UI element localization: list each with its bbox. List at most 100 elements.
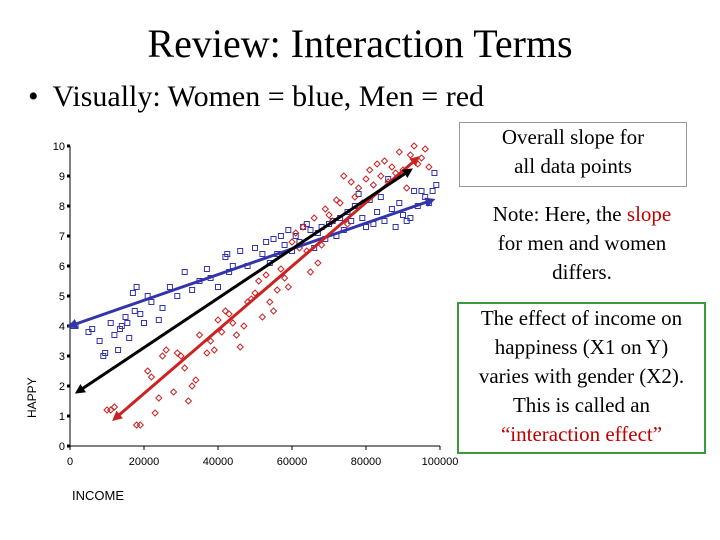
men-data-point <box>195 331 204 339</box>
women-data-point <box>277 233 284 239</box>
slope-note-highlight: slope <box>626 202 672 226</box>
women-data-point <box>189 287 196 293</box>
y-tick-label: 4 <box>59 321 65 333</box>
regression-lines <box>67 156 436 421</box>
men-data-point <box>188 382 196 390</box>
women-data-point <box>155 317 162 323</box>
y-ticks: 0 1 2 3 4 5 6 7 8 9 10 <box>53 141 70 453</box>
y-tick-label: 1 <box>59 411 65 423</box>
women-data-point <box>122 314 129 320</box>
men-data-point <box>136 421 145 429</box>
women-data-point <box>259 251 266 257</box>
y-tick-mark <box>67 294 70 298</box>
men-data-point <box>340 172 348 180</box>
men-data-point <box>210 346 219 354</box>
men-data-point <box>425 163 433 171</box>
women-data-point <box>392 224 399 230</box>
men-data-point <box>321 205 330 213</box>
women-data-point <box>270 236 277 242</box>
women-data-point <box>141 320 147 326</box>
bullet-text: Visually: Women = blue, Men = red <box>52 80 485 113</box>
women-data-point <box>433 182 440 188</box>
women-data-point <box>131 308 138 314</box>
bullet-marker: • <box>28 80 39 113</box>
men-data-point <box>306 268 315 276</box>
women-data-point <box>111 332 118 338</box>
men-data-point <box>421 145 429 153</box>
y-tick-label: 10 <box>53 141 65 153</box>
women-data-point <box>400 212 406 218</box>
women-data-point <box>422 194 429 200</box>
women-data-point <box>181 269 188 275</box>
men-data-point <box>155 394 163 402</box>
slope-note-line-2: for men and women <box>497 231 667 255</box>
y-tick-mark <box>67 324 70 328</box>
y-tick-label: 9 <box>59 171 65 183</box>
women-data-point <box>281 242 288 248</box>
overall-note-line-2: all data points <box>514 154 632 178</box>
women-data-point <box>307 227 314 233</box>
overall-note-line-1: Overall slope for <box>501 125 645 149</box>
men-data-point <box>192 376 200 384</box>
men-data-point <box>388 163 396 171</box>
men-data-point <box>288 238 296 246</box>
men-data-point <box>232 331 241 339</box>
women-data-point <box>285 227 292 233</box>
y-tick-mark <box>67 234 70 238</box>
women-data-point <box>418 188 425 194</box>
men-data-point <box>325 211 333 219</box>
women-data-point <box>133 284 140 290</box>
y-tick-mark <box>67 174 70 178</box>
men-data-point <box>414 160 422 168</box>
men-data-point <box>147 373 156 381</box>
y-tick-mark <box>67 264 70 268</box>
y-tick-mark <box>67 204 70 208</box>
women-data-point <box>126 335 133 341</box>
overall-slope-note: Overall slope for all data points <box>459 122 687 187</box>
y-tick-label: 0 <box>59 441 65 453</box>
men-data-point <box>151 409 159 417</box>
y-tick-label: 8 <box>59 201 65 213</box>
men-data-point <box>369 181 378 189</box>
men-data-point <box>362 175 370 183</box>
women-data-point <box>237 248 244 254</box>
x-tick-label: 0 <box>67 456 73 468</box>
men-data-point <box>395 148 404 156</box>
interaction-note-line-1: The effect of income on <box>480 306 683 330</box>
x-tick-label: 80000 <box>351 456 382 468</box>
interaction-note-line-5: “interaction effect” <box>500 422 663 446</box>
y-tick-label: 2 <box>59 381 65 393</box>
men-data-point <box>380 157 389 165</box>
slope-note-line-1a: Note: Here, the <box>492 202 627 226</box>
men-data-point <box>310 214 318 222</box>
men-data-point <box>214 316 222 324</box>
men-data-point <box>347 178 355 186</box>
women-data-point <box>359 215 366 221</box>
men-data-point <box>406 151 415 159</box>
y-tick-mark <box>67 144 70 148</box>
page-title: Review: Interaction Terms <box>147 21 573 66</box>
y-tick-label: 6 <box>59 261 65 273</box>
y-tick-mark <box>67 354 70 358</box>
women-data-point <box>124 320 131 326</box>
women-data-point <box>115 347 122 353</box>
women-data-point <box>388 206 395 212</box>
men-data-point <box>143 367 152 375</box>
women-data-point <box>166 284 173 290</box>
men-data-point <box>269 307 278 315</box>
men-data-point <box>410 142 418 150</box>
women-data-point <box>107 320 114 326</box>
slope-difference-note: Note: Here, the slope for men and women … <box>472 200 692 287</box>
women-data-point <box>159 305 166 311</box>
women-data-point <box>381 218 388 224</box>
women-data-point <box>137 311 144 317</box>
men-data-point <box>314 259 322 267</box>
men-data-point <box>180 364 189 372</box>
interaction-note-line-2: happiness (X1 on Y) <box>494 335 669 359</box>
x-tick-label: 60000 <box>277 456 308 468</box>
interaction-note-line-3: varies with gender (X2). <box>478 364 685 388</box>
men-data-point <box>240 322 248 330</box>
interaction-effect-note: The effect of income on happiness (X1 on… <box>457 302 706 454</box>
women-points <box>70 170 440 359</box>
